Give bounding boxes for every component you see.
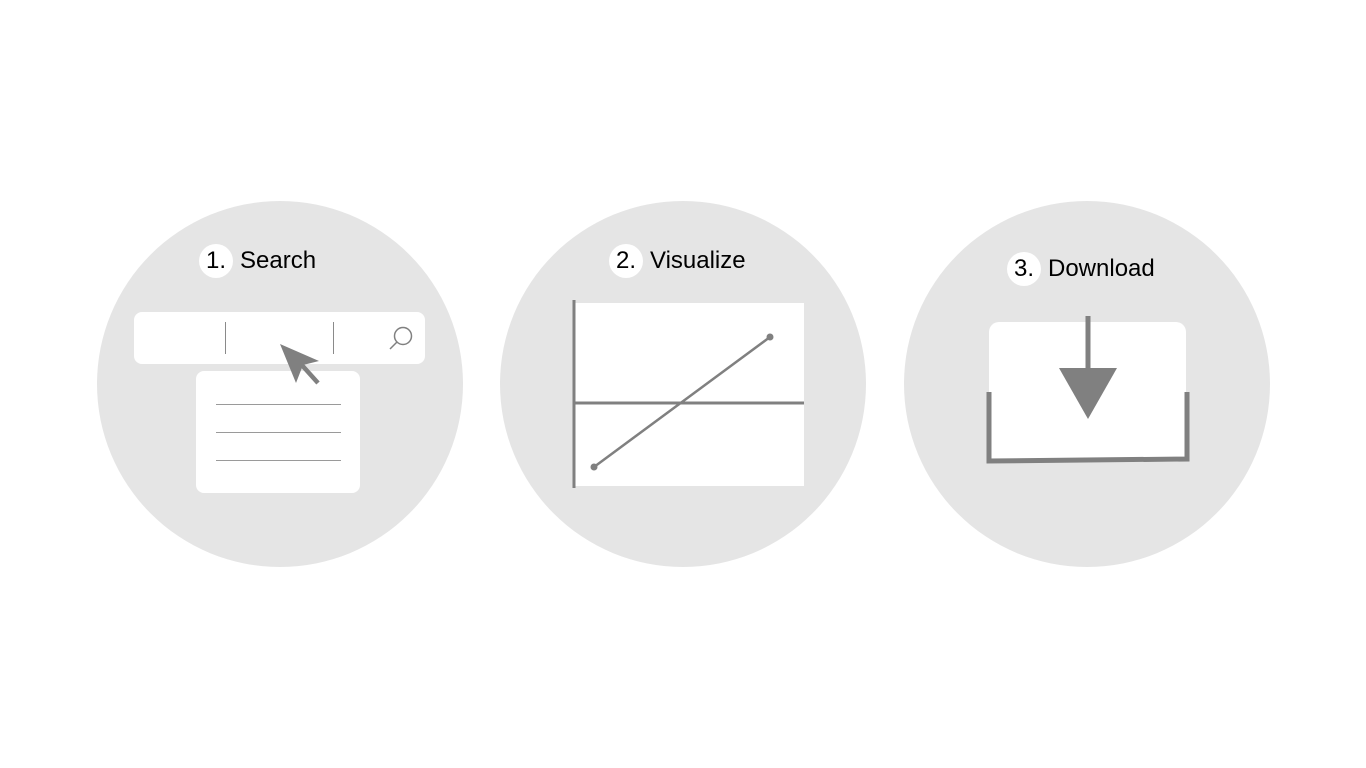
chart-point	[590, 463, 598, 471]
step-title: Download	[1048, 255, 1155, 282]
results-list-illustration	[196, 371, 360, 493]
step-number-badge: 2.	[609, 244, 643, 278]
chart-trend-line	[593, 335, 771, 469]
chart-plot-area	[574, 303, 804, 486]
step-title: Visualize	[650, 247, 746, 274]
search-bar-divider	[333, 322, 334, 354]
step-download-label: 3. Download	[1007, 252, 1155, 286]
magnifier-icon	[389, 326, 413, 350]
step-visualize-label: 2. Visualize	[609, 244, 746, 278]
result-line	[216, 460, 341, 461]
line-chart-icon	[572, 300, 804, 488]
result-line	[216, 432, 341, 433]
download-tray	[986, 392, 1190, 464]
step-number-badge: 1.	[199, 244, 233, 278]
step-search-label: 1. Search	[199, 244, 316, 278]
step-title: Search	[240, 247, 317, 274]
search-bar-divider	[225, 322, 226, 354]
download-arrow-icon	[986, 316, 1190, 464]
result-line	[216, 404, 341, 405]
search-bar-illustration	[134, 312, 425, 364]
download-arrow-head	[1059, 368, 1117, 419]
chart-point	[766, 333, 774, 341]
cursor-arrow-icon	[280, 344, 320, 385]
step-number-badge: 3.	[1007, 252, 1041, 286]
